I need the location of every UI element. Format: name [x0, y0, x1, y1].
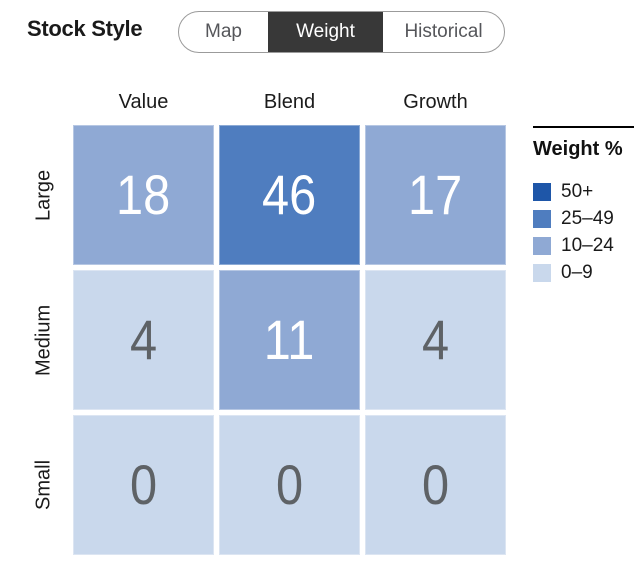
view-toggle: Map Weight Historical: [178, 11, 505, 53]
legend-swatch-icon: [533, 209, 551, 228]
cell-small-value: 0: [73, 415, 214, 555]
cell-value: 18: [116, 163, 171, 226]
style-weight-grid: 18 46 17 4 11 4 0 0 0: [73, 125, 506, 555]
legend-swatch-icon: [533, 182, 551, 201]
row-label-large: Large: [32, 169, 55, 221]
tab-weight[interactable]: Weight: [268, 12, 383, 52]
column-header-value: Value: [118, 91, 169, 113]
tab-map[interactable]: Map: [205, 21, 242, 42]
legend-title: Weight %: [533, 138, 623, 160]
cell-value: 0: [129, 453, 158, 516]
cell-value: 4: [129, 308, 158, 371]
tab-historical[interactable]: Historical: [404, 21, 483, 42]
cell-value: 17: [408, 163, 463, 226]
cell-large-growth: 17: [365, 125, 506, 265]
legend-divider: [533, 126, 634, 128]
cell-value: 4: [421, 308, 450, 371]
legend-swatch-icon: [533, 263, 551, 282]
cell-medium-blend: 11: [219, 270, 360, 410]
legend-label: 25–49: [561, 207, 614, 229]
cell-medium-growth: 4: [365, 270, 506, 410]
row-label-small: Small: [32, 460, 55, 511]
legend-swatch-icon: [533, 236, 551, 255]
legend-item: 10–24: [533, 232, 634, 259]
row-labels: Large Medium Small: [30, 125, 58, 555]
legend: Weight % 50+ 25–49 10–24 0–9: [533, 126, 634, 286]
legend-item: 50+: [533, 178, 634, 205]
legend-item: 25–49: [533, 205, 634, 232]
cell-value: 46: [262, 163, 317, 226]
cell-large-value: 18: [73, 125, 214, 265]
cell-value: 0: [421, 453, 450, 516]
legend-label: 10–24: [561, 234, 614, 256]
row-label-medium: Medium: [32, 304, 55, 376]
column-header-blend: Blend: [263, 91, 316, 113]
column-header-growth: Growth: [403, 91, 468, 113]
legend-items: 50+ 25–49 10–24 0–9: [533, 178, 634, 286]
cell-medium-value: 4: [73, 270, 214, 410]
cell-value: 11: [264, 308, 315, 371]
cell-large-blend: 46: [219, 125, 360, 265]
cell-small-blend: 0: [219, 415, 360, 555]
cell-value: 0: [275, 453, 304, 516]
cell-small-growth: 0: [365, 415, 506, 555]
legend-label: 0–9: [561, 261, 593, 283]
column-headers: Value Blend Growth: [73, 91, 506, 114]
legend-label: 50+: [561, 180, 594, 202]
page-title: Stock Style: [27, 16, 143, 41]
legend-item: 0–9: [533, 259, 634, 286]
